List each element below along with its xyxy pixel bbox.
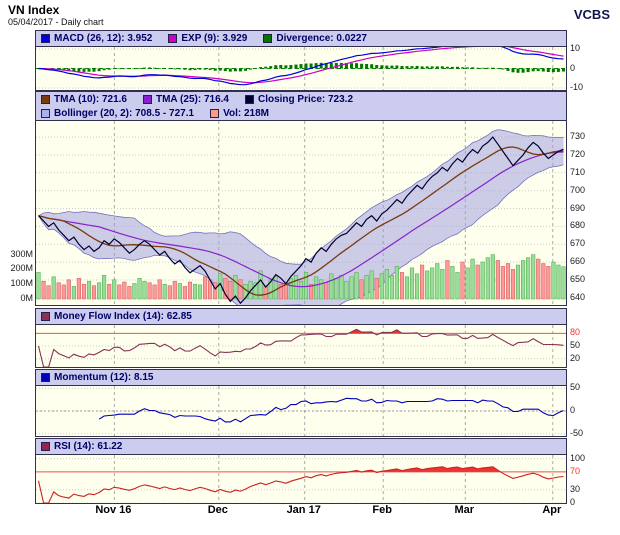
y-axis-label: 0 [570, 405, 576, 415]
bollinger-value-label: Bollinger (20, 2): 708.5 - 727.1 [54, 107, 195, 119]
legend-item-closing-price: Closing Price: 723.2 [244, 93, 354, 105]
price-panel: TMA (10): 721.6 TMA (25): 716.4 Closing … [35, 91, 567, 306]
closing-price-swatch-icon [244, 94, 254, 104]
y-axis-label: 660 [570, 256, 586, 267]
bollinger-swatch-icon [41, 108, 50, 118]
volume-axis-label: 0M [20, 293, 33, 303]
y-axis-label: 70 [570, 465, 581, 476]
momentum-value-label: Momentum (12): 8.15 [54, 372, 154, 383]
y-axis-label: 80 [570, 327, 581, 338]
volume-axis-label: 100M [10, 278, 33, 289]
tma10-swatch-icon [41, 94, 50, 104]
divergence-swatch-icon [263, 34, 273, 43]
tma25-swatch-icon [142, 94, 152, 104]
exp-value-label: EXP (9): 3.929 [181, 33, 248, 44]
tma10-value-label: TMA (10): 721.6 [54, 93, 127, 105]
mfi-swatch-icon [41, 312, 50, 321]
y-axis-label: 20 [570, 352, 581, 363]
x-axis-label: Dec [207, 504, 228, 516]
rsi-panel: RSI (14): 61.22 [35, 438, 567, 504]
divergence-value-label: Divergence: 0.0227 [276, 33, 367, 44]
legend-item-mfi: Money Flow Index (14): 62.85 [41, 311, 192, 322]
momentum-plot [36, 386, 566, 436]
macd-panel: MACD (26, 12): 3.952 EXP (9): 3.929 Dive… [35, 30, 567, 91]
x-axis-label: Jan 17 [286, 504, 321, 516]
momentum-legend: Momentum (12): 8.15 [36, 370, 566, 386]
momentum-swatch-icon [41, 373, 50, 382]
legend-item-tma10: TMA (10): 721.6 [41, 94, 127, 105]
legend-item-exp: EXP (9): 3.929 [168, 33, 247, 44]
rsi-plot [36, 455, 566, 503]
y-axis-label: 700 [570, 184, 586, 195]
y-axis-label: 640 [570, 291, 586, 302]
legend-item-tma25: TMA (25): 716.4 [142, 93, 229, 105]
macd-value-label: MACD (26, 12): 3.952 [54, 33, 153, 44]
y-axis-label: 100 [570, 452, 586, 463]
y-axis-label: 0 [570, 497, 576, 507]
closing-price-value-label: Closing Price: 723.2 [257, 93, 354, 105]
legend-item-rsi: RSI (14): 61.22 [41, 441, 122, 452]
y-axis-label: 0 [570, 62, 576, 73]
volume-axis-label: 200M [10, 263, 33, 274]
y-axis-label: 680 [570, 220, 586, 231]
x-axis-label: Nov 16 [95, 504, 132, 516]
macd-plot [36, 47, 566, 90]
y-axis-label: 10 [570, 43, 581, 53]
exp-swatch-icon [168, 34, 178, 43]
macd-swatch-icon [41, 34, 50, 43]
mfi-value-label: Money Flow Index (14): 62.85 [54, 311, 192, 322]
y-axis-label: 710 [570, 166, 586, 177]
macd-legend: MACD (26, 12): 3.952 EXP (9): 3.929 Dive… [36, 31, 566, 47]
mfi-legend: Money Flow Index (14): 62.85 [36, 309, 566, 325]
mfi-plot [36, 325, 566, 367]
volume-swatch-icon [210, 108, 220, 118]
mfi-panel: Money Flow Index (14): 62.85 [35, 308, 567, 368]
legend-item-volume: Vol: 218M [210, 108, 269, 119]
rsi-legend: RSI (14): 61.22 [36, 439, 566, 455]
momentum-panel: Momentum (12): 8.15 [35, 369, 567, 437]
y-axis-label: 690 [570, 202, 586, 213]
legend-item-bollinger: Bollinger (20, 2): 708.5 - 727.1 [41, 108, 194, 119]
tma25-value-label: TMA (25): 716.4 [155, 93, 229, 105]
x-axis-label: Apr [542, 504, 562, 516]
brand-logo: VCBS [573, 7, 610, 22]
x-axis-label: Feb [372, 504, 392, 516]
y-axis-label: 730 [570, 131, 586, 142]
x-axis-label: Mar [454, 504, 475, 516]
y-axis-label: 50 [570, 340, 581, 350]
rsi-value-label: RSI (14): 61.22 [54, 441, 123, 452]
y-axis-label: 30 [570, 483, 581, 494]
volume-value-label: Vol: 218M [223, 107, 269, 119]
legend-item-divergence: Divergence: 0.0227 [263, 33, 367, 44]
rsi-swatch-icon [41, 442, 50, 451]
chart-subtitle: 05/04/2017 - Daily chart [8, 17, 104, 27]
y-axis-label: 50 [570, 382, 581, 393]
y-axis-label: 720 [570, 148, 586, 159]
price-legend: TMA (10): 721.6 TMA (25): 716.4 Closing … [36, 92, 566, 121]
y-axis-label: -10 [570, 82, 584, 92]
legend-item-momentum: Momentum (12): 8.15 [41, 372, 153, 383]
y-axis-label: -50 [570, 427, 584, 438]
chart-title: VN Index [8, 3, 60, 17]
y-axis-label: 670 [570, 238, 586, 249]
legend-item-macd: MACD (26, 12): 3.952 [41, 33, 152, 44]
y-axis-label: 650 [570, 274, 586, 284]
price-plot [36, 121, 566, 305]
volume-axis-label: 300M [10, 248, 33, 259]
